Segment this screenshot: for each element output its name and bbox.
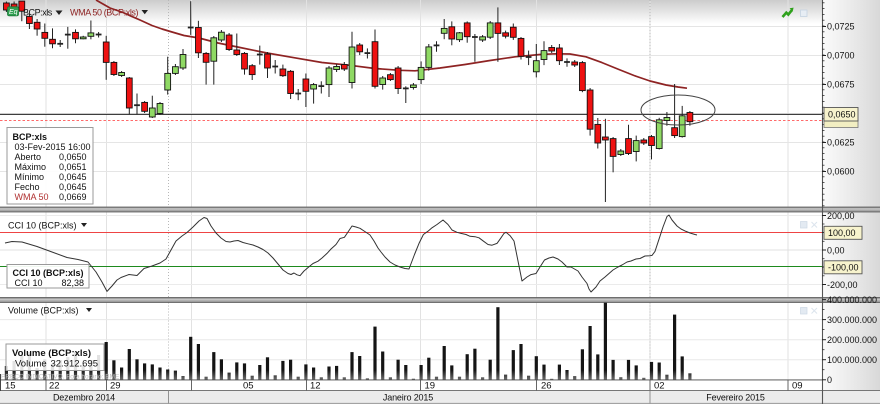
- svg-text:0,00: 0,00: [827, 245, 845, 255]
- svg-text:Fecho: Fecho: [15, 182, 40, 192]
- svg-text:100.000.000: 100.000.000: [827, 355, 877, 365]
- svg-text:Fevereiro 2015: Fevereiro 2015: [706, 392, 765, 402]
- svg-text:0,0700: 0,0700: [827, 51, 855, 61]
- svg-text:WMA 50: WMA 50: [15, 192, 49, 202]
- svg-text:26: 26: [541, 381, 552, 392]
- svg-text:Aberto: Aberto: [15, 152, 42, 162]
- svg-text:0: 0: [827, 375, 832, 385]
- svg-text:0,0625: 0,0625: [827, 138, 855, 148]
- svg-text:29: 29: [110, 381, 121, 392]
- svg-text:-100,00: -100,00: [828, 263, 859, 273]
- svg-text:200.000.000: 200.000.000: [827, 335, 877, 345]
- svg-text:PREÇO INDICATIVO. Fora horário: PREÇO INDICATIVO. Fora horário: BME: [1, 374, 120, 381]
- svg-text:CCI 10 (BCP:xls): CCI 10 (BCP:xls): [13, 268, 84, 278]
- svg-text:Volume (BCP:xls): Volume (BCP:xls): [8, 306, 79, 316]
- svg-text:Volume (BCP:xls): Volume (BCP:xls): [12, 348, 91, 359]
- svg-text:100,00: 100,00: [828, 228, 856, 238]
- svg-text:300.000.000: 300.000.000: [827, 315, 877, 325]
- svg-text:-200,00: -200,00: [827, 280, 858, 290]
- svg-text:0,0645: 0,0645: [59, 182, 87, 192]
- svg-text:0,0675: 0,0675: [827, 80, 855, 90]
- svg-text:0,0645: 0,0645: [59, 172, 87, 182]
- svg-text:Janeiro 2015: Janeiro 2015: [383, 392, 433, 402]
- svg-text:15: 15: [5, 381, 16, 392]
- svg-text:400.000.000: 400.000.000: [827, 295, 877, 305]
- svg-text:12: 12: [310, 381, 321, 392]
- svg-text:0,0651: 0,0651: [59, 162, 87, 172]
- svg-text:Dezembro 2014: Dezembro 2014: [53, 392, 115, 402]
- svg-text:19: 19: [425, 381, 436, 392]
- svg-text:Máximo: Máximo: [15, 162, 47, 172]
- svg-text:0,0725: 0,0725: [827, 22, 855, 32]
- svg-text:Volume: Volume: [15, 359, 47, 370]
- svg-text:09: 09: [792, 381, 803, 392]
- svg-text:BCP:xls: BCP:xls: [23, 8, 53, 18]
- svg-text:Mínimo: Mínimo: [15, 172, 45, 182]
- svg-text:0,0650: 0,0650: [828, 110, 856, 120]
- svg-text:200,00: 200,00: [827, 211, 855, 221]
- svg-text:02: 02: [654, 381, 665, 392]
- svg-text:32.912.695: 32.912.695: [50, 359, 98, 370]
- svg-text:82,38: 82,38: [61, 278, 84, 288]
- svg-text:22: 22: [49, 381, 60, 392]
- svg-text:Eq: Eq: [9, 9, 18, 16]
- svg-text:0,0650: 0,0650: [59, 152, 87, 162]
- svg-text:0,0600: 0,0600: [827, 167, 855, 177]
- svg-text:WMA 50 (BCP:xls): WMA 50 (BCP:xls): [70, 8, 139, 18]
- svg-text:03-Fev-2015 16:00: 03-Fev-2015 16:00: [15, 142, 91, 152]
- svg-text:BCP:xls: BCP:xls: [13, 132, 48, 142]
- svg-text:0,0669: 0,0669: [59, 192, 87, 202]
- svg-text:05: 05: [243, 381, 254, 392]
- svg-text:CCI 10 (BCP:xls): CCI 10 (BCP:xls): [8, 221, 77, 231]
- svg-text:CCI 10: CCI 10: [15, 278, 43, 288]
